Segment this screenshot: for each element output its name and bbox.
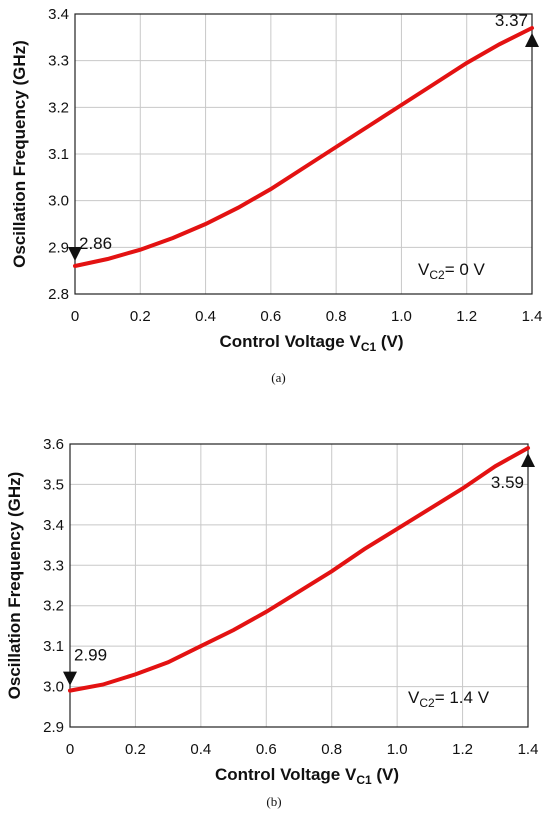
x-tick-label: 1.2 [456,308,477,325]
y-tick-label: 3.1 [48,146,69,163]
condition-label: VC2= 0 V [418,260,486,282]
value-annotation: 3.59 [491,473,524,492]
y-tick-label: 3.2 [48,99,69,116]
marker-triangle [63,671,77,686]
x-tick-label: 1.2 [452,741,473,758]
y-tick-label: 3.1 [43,638,64,655]
x-tick-label: 0.4 [190,741,211,758]
value-annotation: 2.99 [74,646,107,665]
chart-panel-a: 0 0.2 0.4 0.6 0.8 1.0 1.2 1.4 2.8 2.9 3.0 3.1 3.2 3.3… [10,6,542,385]
x-tick-label: 1.0 [391,308,412,325]
value-annotation: 2.86 [79,234,112,253]
y-tick-label: 3.5 [43,476,64,493]
series-line [68,446,530,693]
x-tick-label: 0.2 [130,308,151,325]
y-tick-label: 2.8 [48,286,69,303]
x-tick-label: 0.2 [125,741,146,758]
y-tick-label: 3.6 [43,436,64,453]
x-tick-label: 0.8 [326,308,347,325]
y-tick-label: 2.9 [48,239,69,256]
y-tick-label: 3.0 [48,193,69,210]
panel-caption: (b) [266,794,281,809]
x-axis-label: Control Voltage VC1 (V) [219,332,403,354]
y-tick-label: 2.9 [43,719,64,736]
x-tick-label: 0.6 [256,741,277,758]
x-tick-label: 0 [66,741,74,758]
y-axis-label: Oscillation Frequency (GHz) [10,40,29,268]
chart-panel-b: 0 0.2 0.4 0.6 0.8 1.0 1.2 1.4 2.9 3.0 3.1 3.2 3.3 3.4… [5,436,538,809]
marker-triangle [68,247,82,261]
x-tick-label: 0.6 [260,308,281,325]
value-annotation: 3.37 [495,11,528,30]
y-tick-label: 3.3 [43,557,64,574]
plot-frame [69,443,529,728]
x-tick-label: 0 [71,308,79,325]
condition-label: VC2= 1.4 V [408,688,490,710]
x-tick-label: 1.4 [522,308,543,325]
y-tick-label: 3.2 [43,598,64,615]
x-tick-label: 1.4 [518,741,539,758]
series-line [73,26,534,268]
marker-triangle [521,453,535,468]
y-tick-label: 3.0 [43,679,64,696]
y-axis-label: Oscillation Frequency (GHz) [5,472,24,700]
x-axis-label: Control Voltage VC1 (V) [215,765,399,787]
x-tick-label: 0.8 [321,741,342,758]
panel-caption: (a) [271,370,285,385]
y-tick-label: 3.4 [48,6,69,23]
y-tick-label: 3.3 [48,53,69,70]
x-tick-label: 0.4 [195,308,216,325]
plot-frame [74,13,533,295]
marker-triangle [525,33,539,47]
y-tick-label: 3.4 [43,517,64,534]
x-tick-label: 1.0 [387,741,408,758]
